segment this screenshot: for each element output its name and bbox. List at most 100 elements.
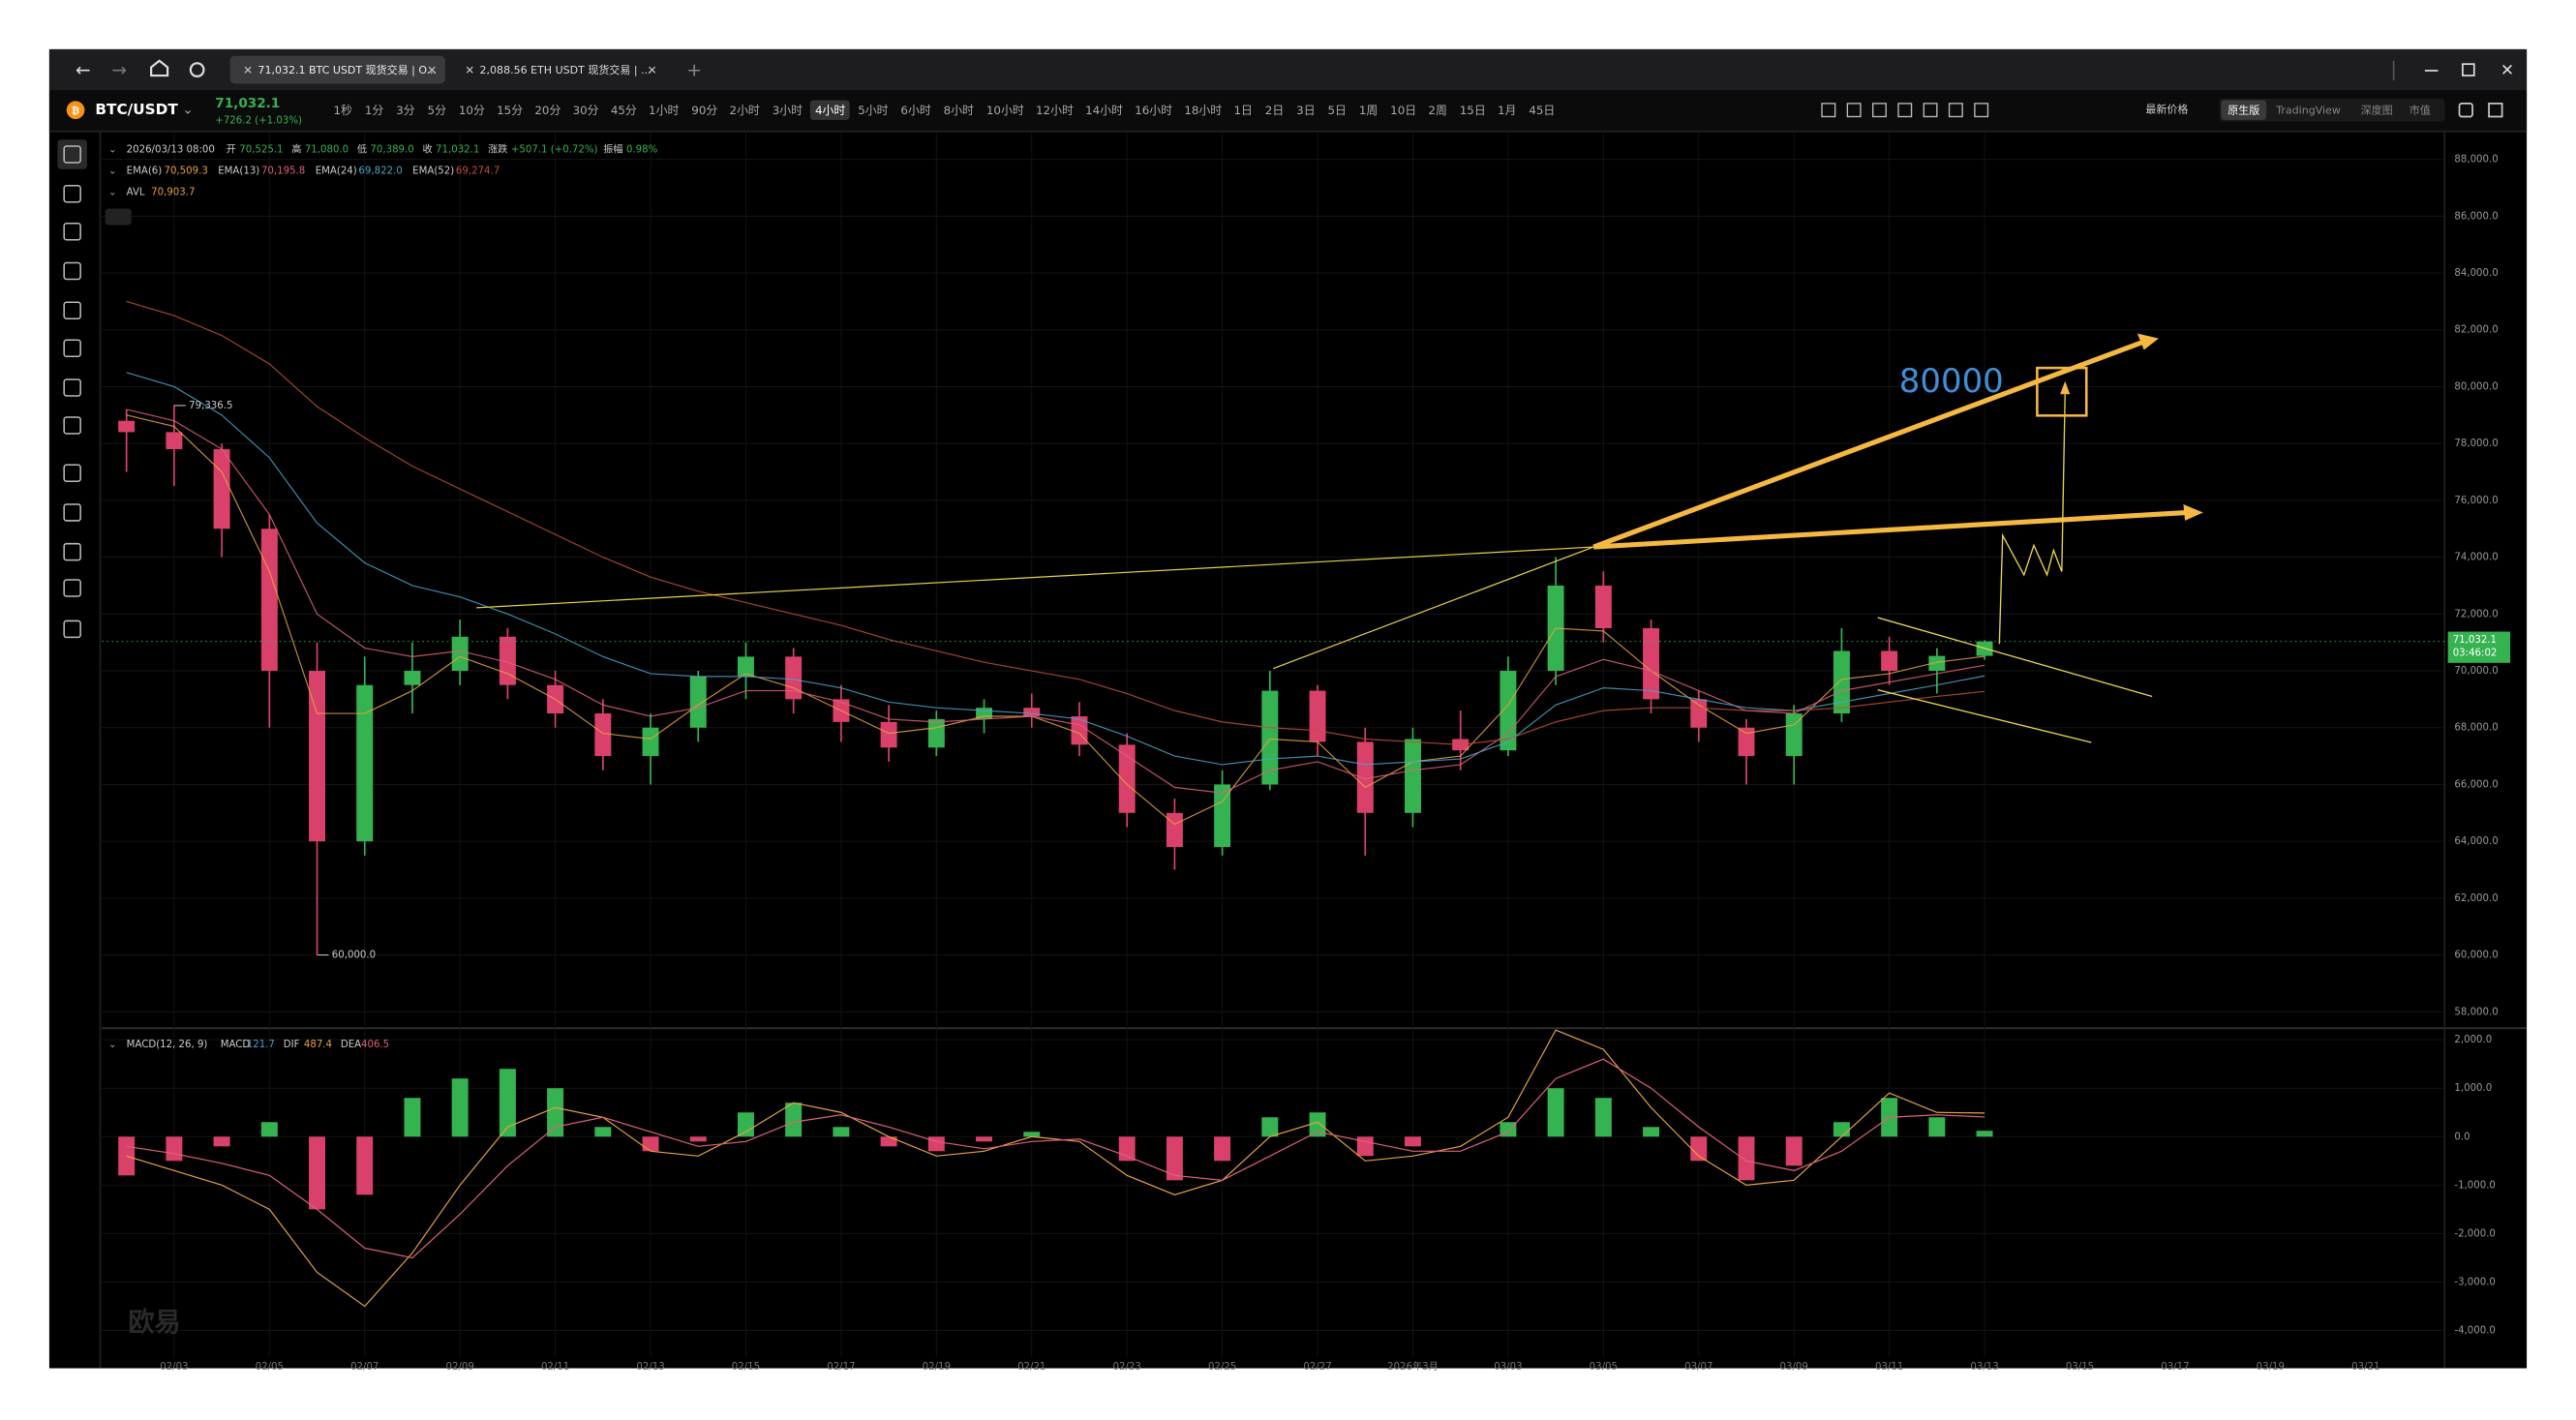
tool-icon[interactable] [63,145,81,164]
toolbar-icon[interactable] [1923,103,1938,118]
legend-label: 低 [357,142,367,155]
tool-icon[interactable] [63,416,81,435]
tab-close[interactable]: ✕ [427,63,437,76]
tool-icon[interactable] [63,261,81,281]
interval[interactable]: 3分 [396,104,415,117]
pair[interactable]: BTC/USDT [95,101,178,118]
toolbar-icon[interactable] [1974,103,1989,118]
active-tab[interactable] [229,55,445,84]
close[interactable]: ✕ [2500,61,2514,80]
interval[interactable]: 14小时 [1085,104,1123,117]
toolbar-icon[interactable] [1948,103,1963,118]
macd-bar [1928,1117,1946,1137]
interval[interactable]: 90分 [691,104,717,117]
toolbar-icon[interactable] [1846,103,1862,118]
interval[interactable]: 1日 [1233,104,1252,117]
interval[interactable]: 30分 [573,104,599,117]
pair-dropdown[interactable]: ⌄ [182,103,193,118]
interval[interactable]: 20分 [534,104,561,117]
drawing-line [1877,617,2153,698]
interval[interactable]: 6小时 [900,104,930,117]
tool-icon[interactable] [63,301,81,319]
candle-body [260,529,278,672]
tool-icon[interactable] [63,542,81,561]
tab-close[interactable]: ✕ [648,63,657,76]
candle-body [1594,585,1612,628]
tool-icon[interactable] [63,464,81,482]
tool-icon[interactable] [63,339,81,357]
interval[interactable]: 10分 [459,104,485,117]
view-option[interactable]: 市值 [2409,104,2431,117]
toolbar-icon[interactable] [1871,103,1887,118]
tool-icon[interactable] [63,184,81,203]
interval[interactable]: 5分 [428,104,447,117]
interval[interactable]: 4小时 [815,104,845,117]
new-tab[interactable]: + [686,60,702,80]
interval[interactable]: 2小时 [730,104,760,117]
interval[interactable]: 1月 [1498,104,1516,117]
tool-icon[interactable] [63,378,81,397]
interval[interactable]: 10日 [1390,104,1416,117]
home-button[interactable] [150,59,169,77]
interval[interactable]: 1秒 [334,104,353,117]
x-tick-label: 02/13 [636,1362,664,1373]
btc-icon [66,101,85,120]
interval[interactable]: 3日 [1296,104,1315,117]
interval[interactable]: 5日 [1328,104,1347,117]
back-button[interactable]: ← [76,60,91,80]
tool-icon[interactable] [63,503,81,522]
toolbar-icon[interactable] [1821,103,1836,118]
forward-button[interactable]: → [111,60,127,80]
interval[interactable]: 1周 [1359,104,1378,117]
interval[interactable]: 15分 [497,104,523,117]
ema-line [126,300,1985,745]
tool-icon[interactable] [63,579,81,597]
macd-bar [1214,1136,1231,1162]
avl-name: AVL [127,188,145,198]
interval[interactable]: 18小时 [1184,104,1222,117]
macd-bar [1785,1136,1803,1166]
tab-title[interactable]: 71,032.1 BTC USDT 现货交易 | O... [258,63,437,76]
candle-body [1023,708,1041,716]
drawing-line [1593,509,2189,550]
tab-title[interactable]: 2,088.56 ETH USDT 现货交易 | ... [480,63,652,76]
fullscreen-button[interactable] [2488,103,2503,118]
view-option[interactable]: 深度图 [2361,104,2393,117]
interval[interactable]: 12小时 [1036,104,1074,117]
layout-button[interactable] [2458,103,2473,118]
interval[interactable]: 1分 [365,104,384,117]
view-option[interactable]: TradingView [2275,105,2341,117]
interval[interactable]: 1小时 [649,104,679,117]
interval[interactable]: 45分 [611,104,637,117]
x-tick-label: 02/17 [827,1362,855,1373]
legend-toggle[interactable]: ⌄ [108,188,117,198]
interval[interactable]: 15日 [1460,104,1486,117]
tool-icon[interactable] [63,223,81,241]
interval[interactable]: 5小时 [858,104,888,117]
reload-button[interactable] [189,62,205,78]
y-tick-label: 0.0 [2454,1132,2470,1142]
interval[interactable]: 2周 [1428,104,1446,117]
interval[interactable]: 16小时 [1135,104,1172,117]
maximize[interactable] [2462,63,2475,76]
collapse-button[interactable] [105,208,132,226]
legend-label: 高 [291,142,301,155]
interval[interactable]: 2日 [1265,104,1284,117]
x-tick-label: 02/05 [256,1362,284,1373]
drawing-tools [57,139,87,639]
interval[interactable]: 3小时 [773,104,803,117]
candle-body [880,721,897,748]
view-option[interactable]: 原生版 [2227,104,2259,117]
btc-icon-glyph: ₿ [72,106,79,117]
extreme-label: 60,000.0 [332,951,376,961]
legend-toggle[interactable]: ⌄ [108,166,117,176]
interval[interactable]: 8小时 [944,104,974,117]
macd-bar [547,1088,564,1137]
tool-icon[interactable] [63,619,81,639]
legend-toggle[interactable]: ⌄ [108,1040,117,1050]
price-mode[interactable]: 最新价格 [2145,103,2188,116]
toolbar-icon[interactable] [1897,103,1913,118]
interval[interactable]: 10小时 [986,104,1024,117]
interval[interactable]: 45日 [1529,104,1555,117]
legend-toggle[interactable]: ⌄ [108,144,117,155]
